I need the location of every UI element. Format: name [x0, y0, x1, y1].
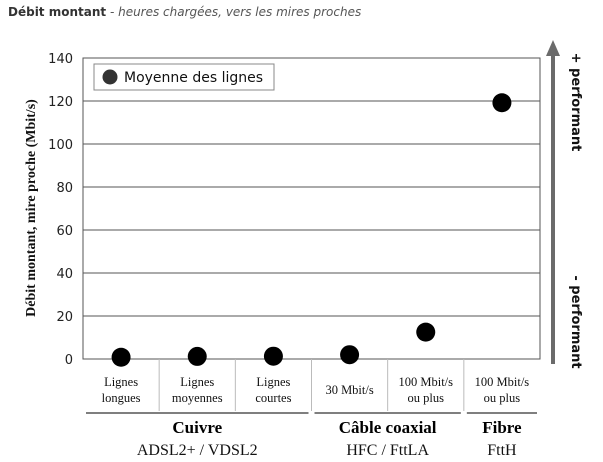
- y-tick-labels: 0 20 40 60 80 100 120 140: [48, 52, 73, 368]
- group-name: Fibre: [482, 418, 522, 437]
- chart-title: Débit montant - heures chargées, vers le…: [8, 5, 361, 19]
- group-name: Câble coaxial: [339, 418, 437, 437]
- legend-label: Moyenne des lignes: [124, 70, 263, 86]
- legend-marker: [102, 69, 118, 85]
- data-point: [492, 93, 512, 113]
- title-bold: Débit montant: [8, 5, 106, 19]
- category-label: Lignes: [180, 375, 214, 389]
- performance-arrow: + performant - performant: [546, 40, 583, 369]
- data-point: [111, 347, 131, 367]
- data-point: [340, 345, 360, 365]
- data-point: [263, 346, 283, 366]
- group-labels: Cuivre ADSL2+ / VDSL2 Câble coaxial HFC / F…: [86, 412, 537, 459]
- data-point: [416, 322, 436, 342]
- category-label: moyennes: [172, 391, 223, 405]
- category-labels: Lignes longues Lignes moyennes Lignes courtes…: [102, 375, 530, 405]
- category-label: ou plus: [408, 391, 445, 405]
- plot-frame: [82, 57, 541, 360]
- y-axis-label: Débit montant, mire proche (Mbit/s): [24, 99, 39, 317]
- legend: Moyenne des lignes: [93, 63, 275, 91]
- arrow-top-label: + performant: [568, 53, 583, 152]
- category-label: 100 Mbit/s: [398, 375, 453, 389]
- category-separators: [158, 359, 465, 411]
- category-label: longues: [102, 391, 141, 405]
- arrow-head-icon: [546, 40, 560, 56]
- category-label: 30 Mbit/s: [325, 383, 373, 397]
- group-subtitle: FttH: [487, 442, 517, 459]
- gridlines: [83, 100, 540, 317]
- category-label: Lignes: [104, 375, 138, 389]
- y-tick-label: 80: [56, 181, 73, 196]
- group-subtitle: ADSL2+ / VDSL2: [137, 442, 258, 459]
- category-label: ou plus: [484, 391, 521, 405]
- category-label: Lignes: [256, 375, 290, 389]
- y-tick-label: 40: [56, 267, 73, 282]
- y-tick-label: 60: [56, 224, 73, 239]
- group-name: Cuivre: [172, 418, 222, 437]
- group-subtitle: HFC / FttLA: [346, 442, 429, 459]
- y-tick-label: 140: [48, 52, 73, 67]
- y-tick-label: 100: [48, 138, 73, 153]
- data-point: [187, 346, 207, 366]
- legend-box: [93, 63, 275, 91]
- data-points: [111, 93, 512, 367]
- category-label: 100 Mbit/s: [475, 375, 530, 389]
- title-italic: - heures chargées, vers les mires proche…: [106, 5, 361, 19]
- y-tick-label: 0: [65, 353, 73, 368]
- y-tick-label: 20: [56, 310, 73, 325]
- category-label: courtes: [255, 391, 291, 405]
- arrow-bottom-label: - performant: [568, 275, 583, 368]
- y-tick-label: 120: [48, 95, 73, 110]
